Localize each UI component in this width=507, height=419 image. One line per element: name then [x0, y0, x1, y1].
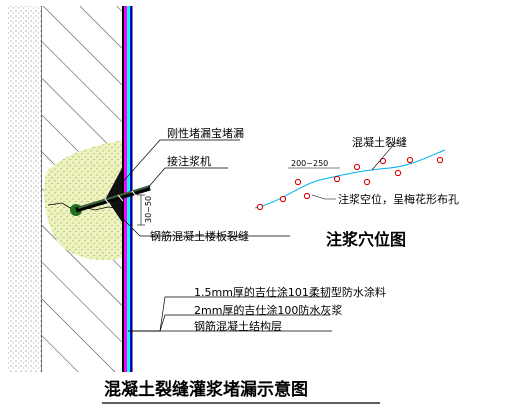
injection-nozzle — [70, 185, 151, 216]
grout-hole — [353, 163, 361, 171]
membrane-cyan — [127, 6, 130, 372]
label-rigid-plug: 刚性堵漏宝堵漏 — [167, 126, 244, 140]
label-slab-crack: 钢筋混凝土楼板裂缝 — [150, 229, 249, 243]
vertical-dimension: 30~50 — [137, 194, 153, 226]
grout-hole — [303, 192, 311, 200]
grout-hole — [406, 156, 414, 164]
grout-hole — [379, 157, 387, 165]
grout-hole — [363, 178, 371, 186]
rigid-plug-icon — [106, 168, 122, 222]
grout-hole — [256, 203, 264, 211]
membrane-blue — [130, 6, 132, 372]
label-layer-3: 钢筋混凝土结构层 — [194, 319, 282, 333]
grout-hole — [436, 156, 444, 164]
label-concrete-crack: 混凝土裂缝 — [352, 135, 407, 149]
label-layer-1: 1.5mm厚的吉仕涂101柔韧型防水涂料 — [194, 285, 386, 299]
hole-layout-title: 注浆穴位图 — [326, 230, 406, 249]
diagram-title: 混凝土裂缝灌浆堵漏示意图 — [104, 379, 308, 400]
dim-vertical-label: 30~50 — [144, 196, 153, 223]
grout-hole — [294, 178, 302, 186]
grout-hole — [333, 175, 341, 183]
hole-spacing-label: 200~250 — [291, 159, 328, 168]
outer-dotted-layer — [8, 6, 42, 372]
grout-diffusion-zone — [44, 140, 122, 261]
crack-curve — [254, 149, 446, 209]
hole-layout: 200~250 混凝土裂缝 注浆空位，呈梅花形布孔 注浆穴位图 — [254, 135, 459, 249]
membrane-black-edge — [122, 6, 124, 372]
membrane-magenta — [124, 6, 127, 372]
callout-leaders — [119, 139, 332, 332]
grout-hole — [394, 169, 402, 177]
label-layer-2: 2mm厚的吉仕涂100防水灰浆 — [194, 303, 342, 317]
label-holes-note: 注浆空位，呈梅花形布孔 — [338, 192, 459, 206]
grout-hole — [279, 195, 287, 203]
label-injection-machine: 接注浆机 — [167, 154, 211, 168]
